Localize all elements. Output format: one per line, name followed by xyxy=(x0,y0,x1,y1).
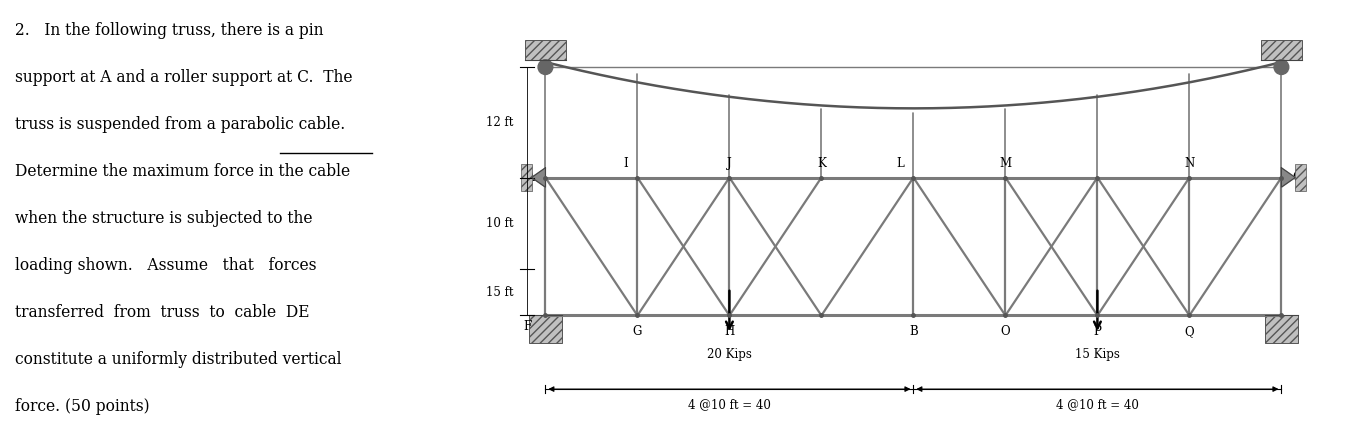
Circle shape xyxy=(1274,60,1289,75)
Text: J: J xyxy=(728,157,732,170)
Text: L: L xyxy=(897,157,904,170)
Text: 20 Kips: 20 Kips xyxy=(707,348,752,361)
Bar xyxy=(1295,164,1306,191)
Bar xyxy=(520,164,531,191)
Text: transferred  from  truss  to  cable  DE: transferred from truss to cable DE xyxy=(15,304,309,321)
Circle shape xyxy=(538,60,553,75)
Text: M: M xyxy=(1000,157,1011,170)
Text: F: F xyxy=(523,320,531,333)
Text: A: A xyxy=(526,171,534,184)
Text: support at A and a roller support at C.  The: support at A and a roller support at C. … xyxy=(15,69,352,86)
Bar xyxy=(526,39,565,60)
Bar xyxy=(1262,39,1302,60)
Text: D: D xyxy=(553,50,562,63)
Text: loading shown.   Assume   that   forces: loading shown. Assume that forces xyxy=(15,257,317,274)
Text: C: C xyxy=(1293,171,1301,184)
Text: Q: Q xyxy=(1184,325,1194,337)
Text: 15 ft: 15 ft xyxy=(485,286,514,299)
Text: 15 Kips: 15 Kips xyxy=(1075,348,1119,361)
Text: P: P xyxy=(1093,325,1102,337)
Text: N: N xyxy=(1184,157,1195,170)
Text: O: O xyxy=(1000,325,1011,337)
Text: 10 ft: 10 ft xyxy=(485,217,514,230)
Text: truss is suspended from a parabolic cable.: truss is suspended from a parabolic cabl… xyxy=(15,116,346,133)
Text: 12 ft: 12 ft xyxy=(486,116,514,129)
Text: 2.   In the following truss, there is a pin: 2. In the following truss, there is a pi… xyxy=(15,22,324,39)
Bar xyxy=(530,316,561,343)
Text: K: K xyxy=(817,157,825,170)
Text: E: E xyxy=(1266,50,1274,63)
Text: constitute a uniformly distributed vertical: constitute a uniformly distributed verti… xyxy=(15,351,341,368)
Polygon shape xyxy=(1282,168,1295,187)
Text: 4 @10 ft = 40: 4 @10 ft = 40 xyxy=(688,398,771,411)
Text: H: H xyxy=(725,325,734,337)
Text: G: G xyxy=(633,325,642,337)
Text: B: B xyxy=(909,325,917,337)
Text: when the structure is subjected to the: when the structure is subjected to the xyxy=(15,210,313,227)
Text: Determine the maximum force in the cable: Determine the maximum force in the cable xyxy=(15,163,350,180)
Bar xyxy=(1266,316,1298,343)
Text: 4 @10 ft = 40: 4 @10 ft = 40 xyxy=(1056,398,1138,411)
Text: I: I xyxy=(623,157,629,170)
Text: force. (50 points): force. (50 points) xyxy=(15,398,149,415)
Polygon shape xyxy=(531,168,546,187)
